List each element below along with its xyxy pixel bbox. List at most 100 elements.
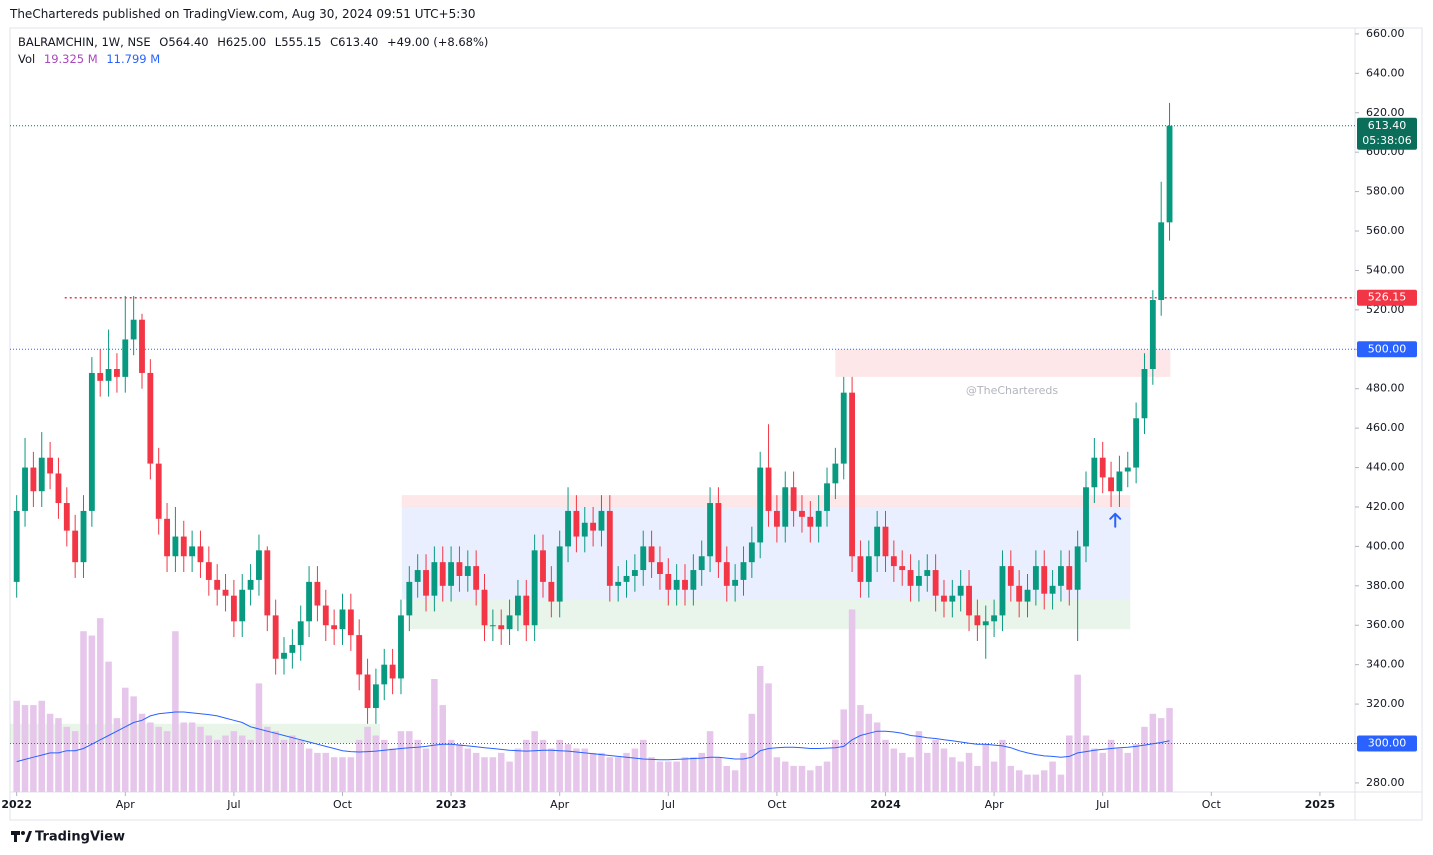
volume-bar — [30, 705, 37, 792]
volume-bar — [873, 722, 881, 792]
volume-bar — [163, 731, 171, 792]
volume-bar — [347, 757, 355, 792]
volume-bar — [932, 739, 939, 792]
candle-body — [690, 570, 697, 590]
ohlc-close: C613.40 — [330, 35, 379, 49]
ohlc-low: L555.15 — [274, 35, 322, 49]
volume-bar — [982, 744, 990, 792]
volume-bar — [255, 683, 263, 792]
candle-body — [865, 556, 872, 582]
volume-bar — [464, 748, 472, 792]
y-tick-label: 580.00 — [1366, 185, 1405, 198]
x-tick-label: Jul — [1095, 798, 1109, 811]
volume-bar — [197, 726, 204, 792]
plot-area — [10, 102, 1355, 792]
candle-body — [915, 575, 922, 586]
volume-bar — [1166, 708, 1173, 792]
volume-bar — [1015, 770, 1023, 792]
volume-ma-value: 11.799 M — [106, 52, 161, 66]
candle-body — [832, 463, 839, 484]
volume-bar — [1007, 765, 1015, 792]
candle-body — [523, 595, 530, 626]
volume-bar — [940, 748, 948, 792]
candle-body — [264, 550, 271, 616]
candle-body — [748, 542, 755, 563]
volume-bar — [924, 752, 931, 792]
volume-bar — [731, 770, 739, 792]
volume-bar — [431, 679, 438, 792]
volume-bar — [96, 618, 104, 792]
x-tick-label: 2024 — [870, 798, 901, 811]
candle-body — [214, 579, 221, 590]
candle-body — [381, 664, 388, 685]
y-tick-label: 560.00 — [1366, 224, 1405, 237]
candle-body — [957, 585, 964, 596]
candle-body — [489, 625, 496, 627]
volume-bar — [598, 752, 605, 792]
volume-bar — [314, 752, 321, 792]
volume-bar — [1024, 774, 1031, 792]
candle-body — [322, 605, 329, 626]
candle-body — [464, 566, 471, 576]
candle-body — [974, 615, 981, 626]
price-label-box — [1357, 117, 1417, 150]
price-label-box — [1357, 735, 1417, 752]
candle-body — [1149, 300, 1156, 370]
candle-body — [899, 566, 906, 571]
volume-bar — [656, 761, 664, 792]
volume-bar — [581, 748, 589, 792]
candle-body — [1024, 589, 1031, 602]
candle-body — [982, 621, 989, 626]
volume-bar — [589, 752, 597, 792]
volume-bar — [990, 761, 998, 792]
candle-body — [38, 457, 45, 492]
volume-bar — [13, 700, 20, 792]
ohlc-open: O564.40 — [159, 35, 209, 49]
candle-body — [531, 550, 538, 626]
volume-ma-line — [16, 711, 1170, 763]
volume-bar — [1149, 713, 1157, 792]
candle-body — [682, 579, 688, 590]
candle-body — [1058, 566, 1064, 586]
candle-body — [773, 510, 780, 527]
candle-body — [590, 522, 597, 531]
x-tick-label: Apr — [550, 798, 570, 811]
candle-body — [122, 339, 129, 377]
candle-body — [406, 581, 413, 616]
candle-body — [164, 518, 170, 557]
candle-body — [581, 522, 588, 537]
volume-bar — [523, 739, 530, 792]
volume-bar — [665, 761, 672, 792]
volume-bar — [113, 718, 121, 792]
volume-bar — [1049, 761, 1056, 792]
candle-body — [924, 570, 931, 576]
volume-bar — [798, 765, 806, 792]
candle-body — [1032, 566, 1039, 590]
candle-body — [1158, 222, 1165, 301]
symbol-legend: BALRAMCHIN, 1W, NSE O564.40 H625.00 L555… — [18, 35, 493, 49]
volume-bar — [673, 761, 680, 792]
volume-bar — [965, 752, 973, 792]
volume-bar — [439, 705, 446, 792]
candle-body — [205, 562, 212, 580]
watermark: @TheChartereds — [966, 384, 1058, 397]
y-tick-label: 480.00 — [1366, 382, 1405, 395]
volume-bar — [690, 757, 697, 792]
volume-bar — [781, 761, 789, 792]
volume-bar — [639, 739, 647, 792]
candle-body — [715, 503, 722, 563]
volume-bar — [55, 718, 62, 792]
volume-bar — [506, 761, 513, 792]
candle-body — [297, 621, 304, 645]
candle-body — [364, 674, 371, 709]
volume-bar — [1116, 748, 1123, 792]
publisher: TheChartereds published on TradingView.c… — [10, 7, 476, 21]
volume-bar — [531, 731, 538, 792]
volume-bar — [681, 757, 689, 792]
volume-bar — [456, 744, 463, 792]
volume-bar — [389, 748, 396, 792]
candle-body — [389, 664, 396, 679]
volume-bar — [238, 735, 246, 792]
volume-bar — [272, 731, 279, 792]
candle-body — [1007, 566, 1014, 586]
